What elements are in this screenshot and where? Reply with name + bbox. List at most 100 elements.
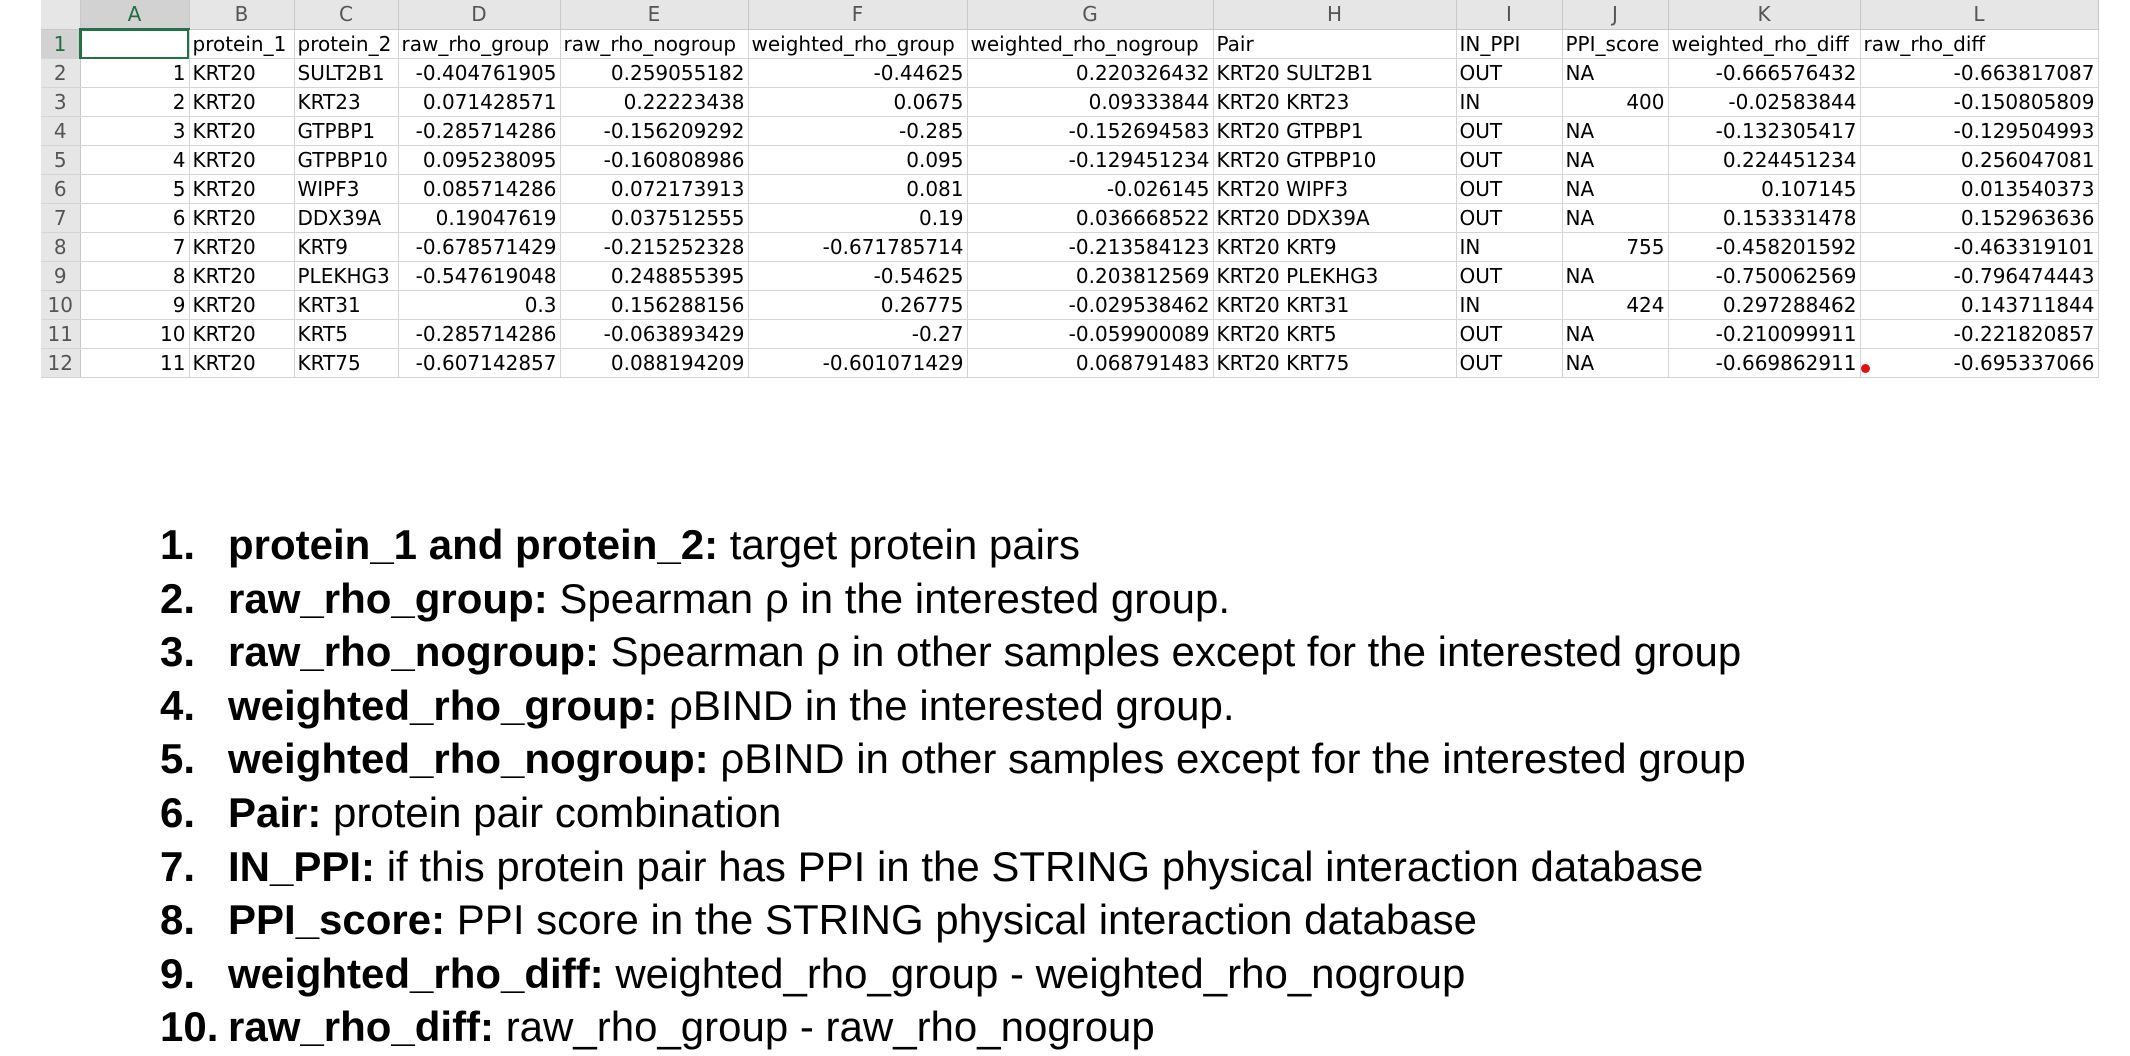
header-cell[interactable]: weighted_rho_group: [748, 29, 968, 59]
table-cell[interactable]: KRT20 GTPBP1: [1213, 116, 1457, 146]
table-cell[interactable]: -0.44625: [748, 58, 968, 88]
table-cell[interactable]: -0.059900089: [967, 319, 1214, 349]
table-cell[interactable]: 0.3: [398, 290, 561, 320]
table-cell[interactable]: 0.095238095: [398, 145, 561, 175]
row-header[interactable]: 11: [41, 319, 81, 349]
table-cell[interactable]: KRT20 KRT23: [1213, 87, 1457, 117]
table-cell[interactable]: 0.085714286: [398, 174, 561, 204]
table-cell[interactable]: -0.129504993: [1860, 116, 2099, 146]
table-cell[interactable]: KRT20: [189, 87, 295, 117]
table-cell[interactable]: 0.19047619: [398, 203, 561, 233]
column-header-c[interactable]: C: [294, 0, 399, 30]
table-cell[interactable]: 9: [80, 290, 190, 320]
table-cell[interactable]: -0.129451234: [967, 145, 1214, 175]
table-cell[interactable]: 0.081: [748, 174, 968, 204]
table-cell[interactable]: NA: [1562, 145, 1669, 175]
table-cell[interactable]: -0.156209292: [560, 116, 749, 146]
table-cell[interactable]: -0.215252328: [560, 232, 749, 262]
table-cell[interactable]: 0.088194209: [560, 348, 749, 378]
table-cell[interactable]: KRT20 PLEKHG3: [1213, 261, 1457, 291]
table-cell[interactable]: 0.013540373: [1860, 174, 2099, 204]
table-cell[interactable]: KRT20: [189, 290, 295, 320]
table-cell[interactable]: KRT5: [294, 319, 399, 349]
table-cell[interactable]: 0.09333844: [967, 87, 1214, 117]
table-cell[interactable]: 4: [80, 145, 190, 175]
row-header[interactable]: 8: [41, 232, 81, 262]
table-cell[interactable]: -0.796474443: [1860, 261, 2099, 291]
table-cell[interactable]: 400: [1562, 87, 1669, 117]
header-cell[interactable]: weighted_rho_nogroup: [967, 29, 1214, 59]
table-cell[interactable]: -0.750062569: [1668, 261, 1861, 291]
row-header[interactable]: 6: [41, 174, 81, 204]
table-cell[interactable]: -0.221820857: [1860, 319, 2099, 349]
table-cell[interactable]: 11: [80, 348, 190, 378]
table-cell[interactable]: OUT: [1456, 145, 1563, 175]
table-cell[interactable]: GTPBP10: [294, 145, 399, 175]
table-cell[interactable]: GTPBP1: [294, 116, 399, 146]
row-header[interactable]: 7: [41, 203, 81, 233]
header-cell[interactable]: protein_1: [189, 29, 295, 59]
table-cell[interactable]: 0.153331478: [1668, 203, 1861, 233]
table-cell[interactable]: KRT23: [294, 87, 399, 117]
header-cell[interactable]: Pair: [1213, 29, 1457, 59]
column-header-k[interactable]: K: [1668, 0, 1861, 30]
table-cell[interactable]: 5: [80, 174, 190, 204]
table-cell[interactable]: KRT20 KRT9: [1213, 232, 1457, 262]
table-cell[interactable]: 0.068791483: [967, 348, 1214, 378]
table-cell[interactable]: KRT20 DDX39A: [1213, 203, 1457, 233]
column-header-l[interactable]: L: [1860, 0, 2099, 30]
header-cell[interactable]: weighted_rho_diff: [1668, 29, 1861, 59]
table-cell[interactable]: OUT: [1456, 58, 1563, 88]
table-cell[interactable]: KRT20 KRT75: [1213, 348, 1457, 378]
table-cell[interactable]: NA: [1562, 319, 1669, 349]
table-cell[interactable]: -0.029538462: [967, 290, 1214, 320]
table-cell[interactable]: 0.095: [748, 145, 968, 175]
column-header-i[interactable]: I: [1456, 0, 1563, 30]
table-cell[interactable]: OUT: [1456, 319, 1563, 349]
table-cell[interactable]: 0.248855395: [560, 261, 749, 291]
table-cell[interactable]: 0.256047081: [1860, 145, 2099, 175]
table-cell[interactable]: 0.0675: [748, 87, 968, 117]
table-cell[interactable]: KRT20 GTPBP10: [1213, 145, 1457, 175]
table-cell[interactable]: 7: [80, 232, 190, 262]
table-cell[interactable]: KRT75: [294, 348, 399, 378]
table-cell[interactable]: NA: [1562, 348, 1669, 378]
table-cell[interactable]: 0.259055182: [560, 58, 749, 88]
table-cell[interactable]: 0.143711844: [1860, 290, 2099, 320]
table-cell[interactable]: 10: [80, 319, 190, 349]
table-cell[interactable]: KRT20: [189, 174, 295, 204]
table-cell[interactable]: IN: [1456, 290, 1563, 320]
table-cell[interactable]: KRT20: [189, 116, 295, 146]
table-cell[interactable]: -0.547619048: [398, 261, 561, 291]
table-cell[interactable]: NA: [1562, 116, 1669, 146]
table-cell[interactable]: -0.063893429: [560, 319, 749, 349]
table-cell[interactable]: 0.224451234: [1668, 145, 1861, 175]
table-cell[interactable]: IN: [1456, 87, 1563, 117]
table-cell[interactable]: 0.037512555: [560, 203, 749, 233]
table-cell[interactable]: WIPF3: [294, 174, 399, 204]
table-cell[interactable]: -0.285714286: [398, 116, 561, 146]
table-cell[interactable]: -0.150805809: [1860, 87, 2099, 117]
column-header-b[interactable]: B: [189, 0, 295, 30]
table-cell[interactable]: 0.297288462: [1668, 290, 1861, 320]
table-cell[interactable]: -0.285714286: [398, 319, 561, 349]
table-cell[interactable]: -0.678571429: [398, 232, 561, 262]
table-cell[interactable]: OUT: [1456, 116, 1563, 146]
table-cell[interactable]: -0.601071429: [748, 348, 968, 378]
table-cell[interactable]: 2: [80, 87, 190, 117]
table-cell[interactable]: DDX39A: [294, 203, 399, 233]
table-cell[interactable]: NA: [1562, 174, 1669, 204]
column-header-e[interactable]: E: [560, 0, 749, 30]
table-cell[interactable]: KRT20: [189, 261, 295, 291]
table-cell[interactable]: KRT20 SULT2B1: [1213, 58, 1457, 88]
table-cell[interactable]: 0.071428571: [398, 87, 561, 117]
table-cell[interactable]: -0.54625: [748, 261, 968, 291]
column-header-f[interactable]: F: [748, 0, 968, 30]
table-cell[interactable]: 0.22223438: [560, 87, 749, 117]
column-header-g[interactable]: G: [967, 0, 1214, 30]
table-cell[interactable]: OUT: [1456, 261, 1563, 291]
table-cell[interactable]: KRT9: [294, 232, 399, 262]
table-cell[interactable]: 0.203812569: [967, 261, 1214, 291]
table-cell[interactable]: NA: [1562, 261, 1669, 291]
